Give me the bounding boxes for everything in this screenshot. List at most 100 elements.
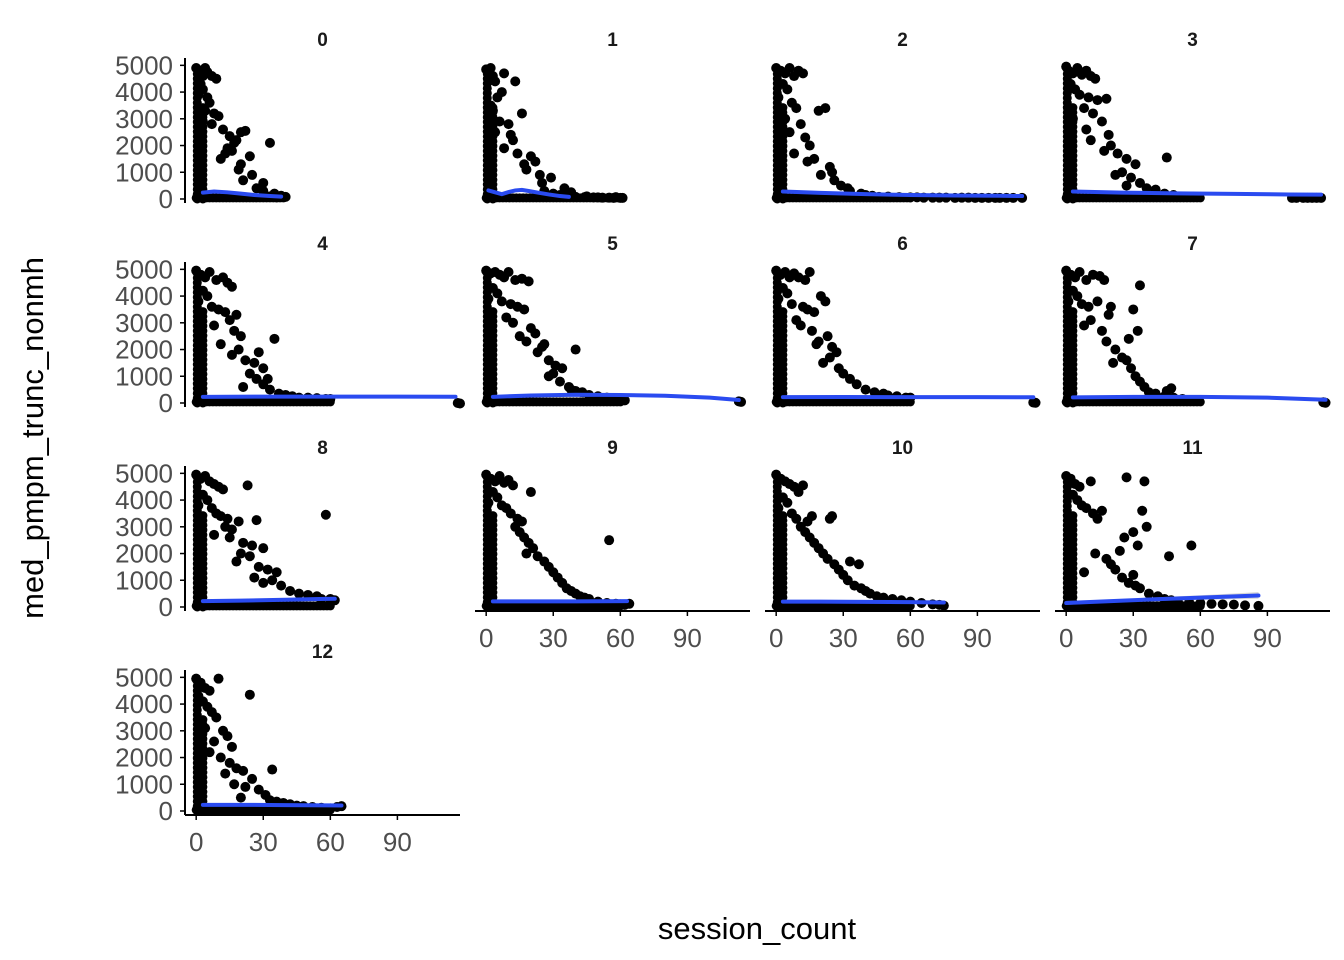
data-point: [1114, 545, 1125, 556]
data-point: [610, 192, 621, 203]
y-tick-label: 4000: [115, 485, 173, 515]
data-point: [619, 395, 630, 406]
data-point: [1072, 291, 1083, 302]
data-point: [784, 63, 795, 74]
data-point: [521, 548, 532, 559]
smooth-line: [1064, 593, 1261, 605]
data-point: [455, 398, 465, 409]
y-tick-label: 1000: [115, 361, 173, 391]
data-point: [1085, 476, 1096, 487]
data-point: [503, 119, 514, 130]
facet-panel-9: 90 30 60 90: [475, 438, 750, 653]
data-point: [1105, 140, 1116, 151]
data-point: [1105, 301, 1116, 312]
data-point: [1110, 564, 1121, 575]
data-point: [804, 267, 815, 278]
data-point: [791, 103, 802, 114]
data-point: [505, 129, 516, 140]
data-point: [1074, 267, 1085, 278]
data-point: [530, 156, 541, 167]
data-point: [543, 371, 554, 382]
data-point: [231, 556, 242, 567]
data-point: [1079, 103, 1090, 114]
y-tick-label: 4000: [115, 689, 173, 719]
data-point: [193, 89, 204, 100]
x-tick-label: 0: [479, 623, 493, 653]
data-point: [844, 556, 855, 567]
data-point: [218, 484, 229, 495]
data-point: [294, 588, 305, 599]
x-tick-label: 60: [896, 623, 925, 653]
data-point: [784, 127, 795, 138]
data-point: [264, 384, 275, 395]
data-point: [224, 315, 235, 326]
data-point: [1130, 159, 1141, 170]
facet-panel-1: 1: [481, 30, 628, 204]
smooth-line: [780, 599, 946, 605]
data-point: [1139, 476, 1150, 487]
data-point: [238, 765, 249, 776]
data-point: [1134, 280, 1145, 291]
y-tick-label: 5000: [115, 254, 173, 284]
data-point: [253, 784, 264, 795]
data-point: [499, 143, 510, 154]
data-point: [822, 553, 833, 564]
x-tick-label: 0: [769, 623, 783, 653]
data-point: [1083, 92, 1094, 103]
data-point: [1141, 183, 1152, 194]
data-point: [1083, 301, 1094, 312]
data-point: [249, 357, 260, 368]
data-point: [240, 355, 251, 366]
data-point: [559, 183, 570, 194]
data-point: [492, 92, 503, 103]
data-point: [798, 480, 809, 491]
data-point: [1096, 116, 1107, 127]
data-point: [604, 535, 615, 546]
data-point: [508, 317, 519, 328]
data-point: [782, 84, 793, 95]
data-point: [235, 792, 246, 803]
smooth-line: [486, 187, 571, 199]
y-tick-label: 1000: [115, 157, 173, 187]
data-point: [258, 577, 269, 588]
data-point: [1137, 505, 1148, 516]
data-point: [1123, 333, 1134, 344]
data-point: [267, 575, 278, 586]
data-point: [1096, 505, 1107, 516]
data-point: [1206, 598, 1217, 609]
data-point: [483, 293, 494, 304]
data-point: [844, 373, 855, 384]
facet-strip-label: 9: [607, 438, 618, 459]
data-point: [1134, 583, 1145, 594]
data-point: [534, 169, 545, 180]
data-point: [546, 172, 557, 183]
y-tick-label: 3000: [115, 512, 173, 542]
data-point: [244, 689, 255, 700]
data-point: [244, 551, 255, 562]
data-point: [269, 333, 280, 344]
facet-panel-7: 7: [1061, 234, 1331, 408]
data-point: [802, 156, 813, 167]
data-point: [827, 511, 838, 522]
data-point: [258, 177, 269, 188]
data-point: [773, 503, 784, 514]
smooth-line: [780, 189, 1025, 199]
data-point: [209, 320, 220, 331]
data-point: [1128, 569, 1139, 580]
data-point: [483, 497, 494, 508]
data-point: [262, 373, 273, 384]
data-point: [1074, 481, 1085, 492]
data-point: [1126, 363, 1137, 374]
data-point: [773, 92, 784, 103]
data-point: [1161, 152, 1172, 163]
data-point: [831, 347, 842, 358]
x-tick-label: 0: [189, 827, 203, 857]
data-point: [1092, 513, 1103, 524]
x-tick-label: 90: [673, 623, 702, 653]
data-point: [1079, 567, 1090, 578]
data-point: [204, 97, 215, 108]
y-tick-label: 2000: [115, 131, 173, 161]
x-tick-label: 60: [1186, 623, 1215, 653]
smooth-line: [1070, 394, 1328, 402]
